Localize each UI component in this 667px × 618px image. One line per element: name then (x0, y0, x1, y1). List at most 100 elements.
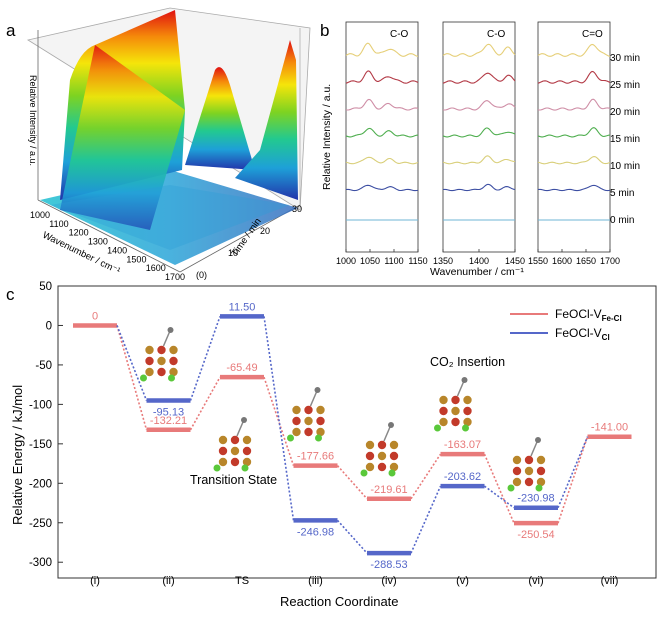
atom (292, 427, 301, 437)
spectrum-line-10-min (442, 155, 516, 165)
panel-a-ytick: 30 (292, 204, 302, 214)
spectrum-subplot: C=O 1550 1600 1650 1700 (528, 21, 620, 266)
atom (242, 457, 252, 467)
energy-value-label: -65.49 (226, 362, 257, 374)
atom (241, 417, 247, 423)
atom (230, 446, 240, 456)
spectrum-line-15-min (442, 127, 516, 138)
panel-a-xtick: 1100 (49, 219, 68, 229)
connector-line (483, 453, 515, 524)
spectrum-line-10-min (537, 156, 611, 165)
spectrum-xtick: 1100 (384, 256, 403, 266)
panel-a-ytick: 20 (260, 226, 270, 236)
spectrum-title: C-O (487, 29, 506, 40)
atom (461, 377, 468, 383)
atom (157, 345, 166, 355)
atom (157, 367, 166, 377)
atom (439, 395, 448, 405)
spectrum-line-30-min (345, 42, 419, 57)
energy-value-label: -250.54 (517, 529, 554, 541)
x-category-label: (v) (456, 575, 469, 587)
x-category-label: (ii) (162, 575, 174, 587)
atom (377, 462, 387, 472)
atom (140, 374, 147, 382)
atom (512, 466, 522, 476)
atom (462, 424, 469, 432)
spectrum-line-25-min (442, 72, 516, 84)
panel-a-xtick: 1400 (107, 245, 127, 255)
molecule-sketch (140, 327, 178, 382)
connector-line (263, 316, 295, 521)
spectrum-line-30-min (442, 43, 516, 57)
y-tick-label: -50 (35, 360, 52, 372)
spectrum-xtick: 1350 (433, 256, 453, 266)
spectrum-xtick: 1450 (505, 256, 525, 266)
bond (456, 381, 465, 397)
spectrum-xtick: 1150 (408, 256, 427, 266)
spectrum-xtick: 1000 (336, 256, 356, 266)
atom (463, 417, 472, 427)
atom (360, 469, 368, 477)
connector-line (336, 465, 368, 500)
surface-base (50, 185, 290, 250)
atom (169, 367, 178, 377)
spectrum-line-5-min (345, 184, 419, 192)
bond (162, 331, 171, 347)
atom (434, 424, 441, 432)
energy-value-label: -141.00 (591, 422, 628, 434)
panel-a-xtick: 1300 (88, 237, 108, 247)
spectrum-line-20-min (442, 100, 516, 111)
atom (230, 435, 240, 445)
atom (463, 395, 472, 405)
x-category-label: (iii) (308, 575, 323, 587)
panel-b-xlabel: Wavenumber / cm⁻¹ (430, 266, 524, 278)
y-tick-label: -150 (29, 439, 52, 451)
spectrum-xtick: 1650 (576, 256, 596, 266)
atom (507, 484, 515, 492)
surface-front (60, 45, 185, 230)
spectrum-xtick: 1400 (469, 256, 489, 266)
atom (512, 455, 522, 465)
spectrum-line-20-min (345, 98, 419, 111)
connector-line (189, 376, 221, 431)
atom (145, 345, 154, 355)
panel-b-subplots: C-O 1000 1050 1100 1150 C-O 1350 1400 1450 C=O 155… (336, 21, 620, 266)
panel-a: a Relative Intensity / a.u. Wavenumber /… (6, 7, 311, 282)
y-tick-label: -300 (29, 557, 52, 569)
atom (157, 356, 166, 366)
molecule-sketch (360, 422, 399, 477)
y-tick-label: -200 (29, 478, 52, 490)
atom (287, 434, 294, 442)
atom (218, 435, 228, 445)
panel-a-xtick: 1000 (30, 210, 50, 220)
atom (388, 469, 396, 477)
connector-line (410, 453, 442, 500)
connector-line (557, 436, 589, 509)
y-tick-label: -100 (29, 399, 52, 411)
y-ticks: 50 0 -50 -100 -150 -200 -250 -300 (29, 281, 63, 569)
legend-label-cl: FeOCl-VCl (555, 326, 610, 342)
spectrum-xtick: 1050 (360, 256, 380, 266)
spectrum-line-5-min (442, 183, 516, 192)
energy-value-label: -203.62 (444, 471, 481, 483)
panel-b-series-labels: 0 min 5 min 10 min 15 min 20 min 25 min 30 min (610, 53, 640, 226)
atom (169, 356, 178, 366)
atom (316, 427, 325, 437)
spectrum-subplot: C-O 1350 1400 1450 (433, 21, 525, 266)
atom (388, 422, 394, 428)
x-category-label: TS (235, 575, 249, 587)
atom (536, 466, 546, 476)
panel-a-ytick: (0) (196, 270, 207, 280)
spectrum-xtick: 1550 (528, 256, 548, 266)
atom (167, 327, 174, 333)
atom (524, 455, 534, 465)
panel-a-xtick: 1200 (69, 228, 89, 238)
spectrum-line-20-min (537, 98, 611, 111)
spectrum-frame (345, 21, 419, 253)
surface-peak-mid (185, 67, 255, 170)
panel-c: c Relative Energy / kJ/mol Reaction Coor… (6, 281, 657, 609)
molecule-sketch (213, 417, 252, 472)
atom (512, 477, 522, 487)
atom (315, 434, 322, 442)
